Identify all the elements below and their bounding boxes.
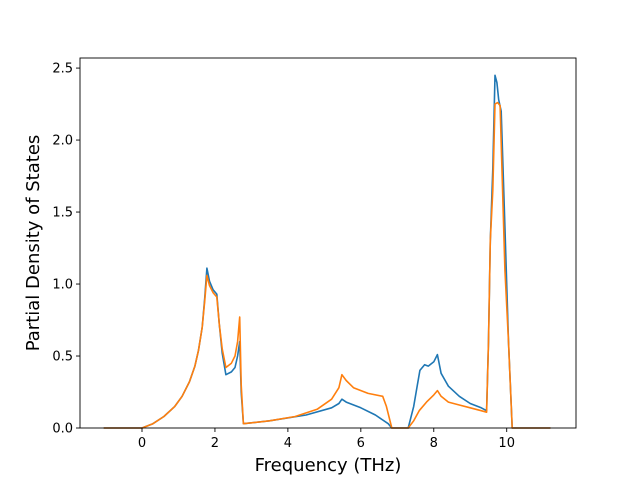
- x-tick-label: 4: [284, 436, 292, 451]
- series-layer: [103, 74, 551, 429]
- x-tick-label: 6: [357, 436, 365, 451]
- y-tick-label: 0.5: [52, 350, 73, 365]
- x-tick-label: 10: [498, 436, 515, 451]
- y-tick-label: 2.0: [52, 134, 73, 149]
- y-tick-label: 0.0: [52, 422, 73, 437]
- x-tick-label: 2: [211, 436, 219, 451]
- axes-layer: 0 2 4 6 8 10 0.0 0.5 1.0 1.5 2.0 2.5: [52, 57, 577, 451]
- series-line-2: [103, 101, 551, 429]
- x-tick-label: 8: [430, 436, 438, 451]
- y-tick-label: 1.0: [52, 278, 73, 293]
- y-tick-label: 2.5: [52, 62, 73, 77]
- x-tick-label: 0: [138, 436, 146, 451]
- x-axis-label: Frequency (THz): [255, 455, 402, 476]
- y-tick-label: 1.5: [52, 206, 73, 221]
- axes-frame: [79, 57, 577, 429]
- y-axis-label: Partial Density of States: [23, 135, 44, 352]
